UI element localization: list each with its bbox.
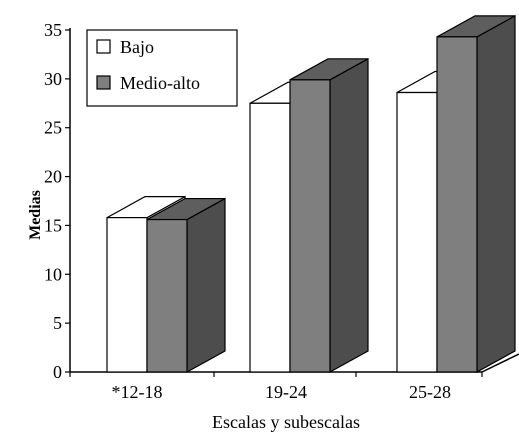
x-tick-label: *12-18	[112, 382, 163, 402]
bar-medio-alto-2	[436, 14, 516, 374]
legend-box	[86, 29, 238, 107]
x-axis-depth-line	[481, 353, 519, 373]
legend-label: Bajo	[120, 37, 154, 57]
y-axis-title: Medias	[27, 190, 44, 240]
legend: Bajo Medio-alto	[86, 29, 238, 107]
bar-side	[329, 57, 369, 374]
bars	[106, 14, 516, 374]
y-tick-label: 15	[44, 215, 62, 235]
y-tick-label: 10	[44, 264, 62, 284]
legend-label: Medio-alto	[120, 73, 200, 93]
y-tick-label: 0	[53, 362, 62, 382]
x-tick-label: 25-28	[409, 382, 451, 402]
bar-front	[396, 91, 438, 373]
y-tick-label: 30	[44, 69, 62, 89]
bar-side	[476, 14, 516, 374]
y-tick-label: 5	[53, 313, 62, 333]
bar-front	[249, 102, 291, 373]
axes: 0 5 10 15 20 25 30 35 *12-18 19-24 25-28 Escalas y …	[27, 20, 519, 432]
x-axis-title: Escalas y subescalas	[212, 412, 360, 432]
bar-front	[146, 218, 188, 373]
bar-medio-alto-0	[146, 197, 226, 374]
bar-front	[436, 36, 478, 373]
y-tick-label: 35	[44, 20, 62, 40]
y-tick-label: 25	[44, 118, 62, 138]
bar-medio-alto-1	[289, 57, 369, 374]
bar-side	[186, 197, 226, 374]
y-tick-label: 20	[44, 167, 62, 187]
bar-front	[289, 79, 331, 373]
legend-swatch	[96, 75, 111, 90]
legend-swatch	[96, 39, 111, 54]
bar-front	[106, 217, 148, 373]
x-tick-label: 19-24	[265, 382, 307, 402]
